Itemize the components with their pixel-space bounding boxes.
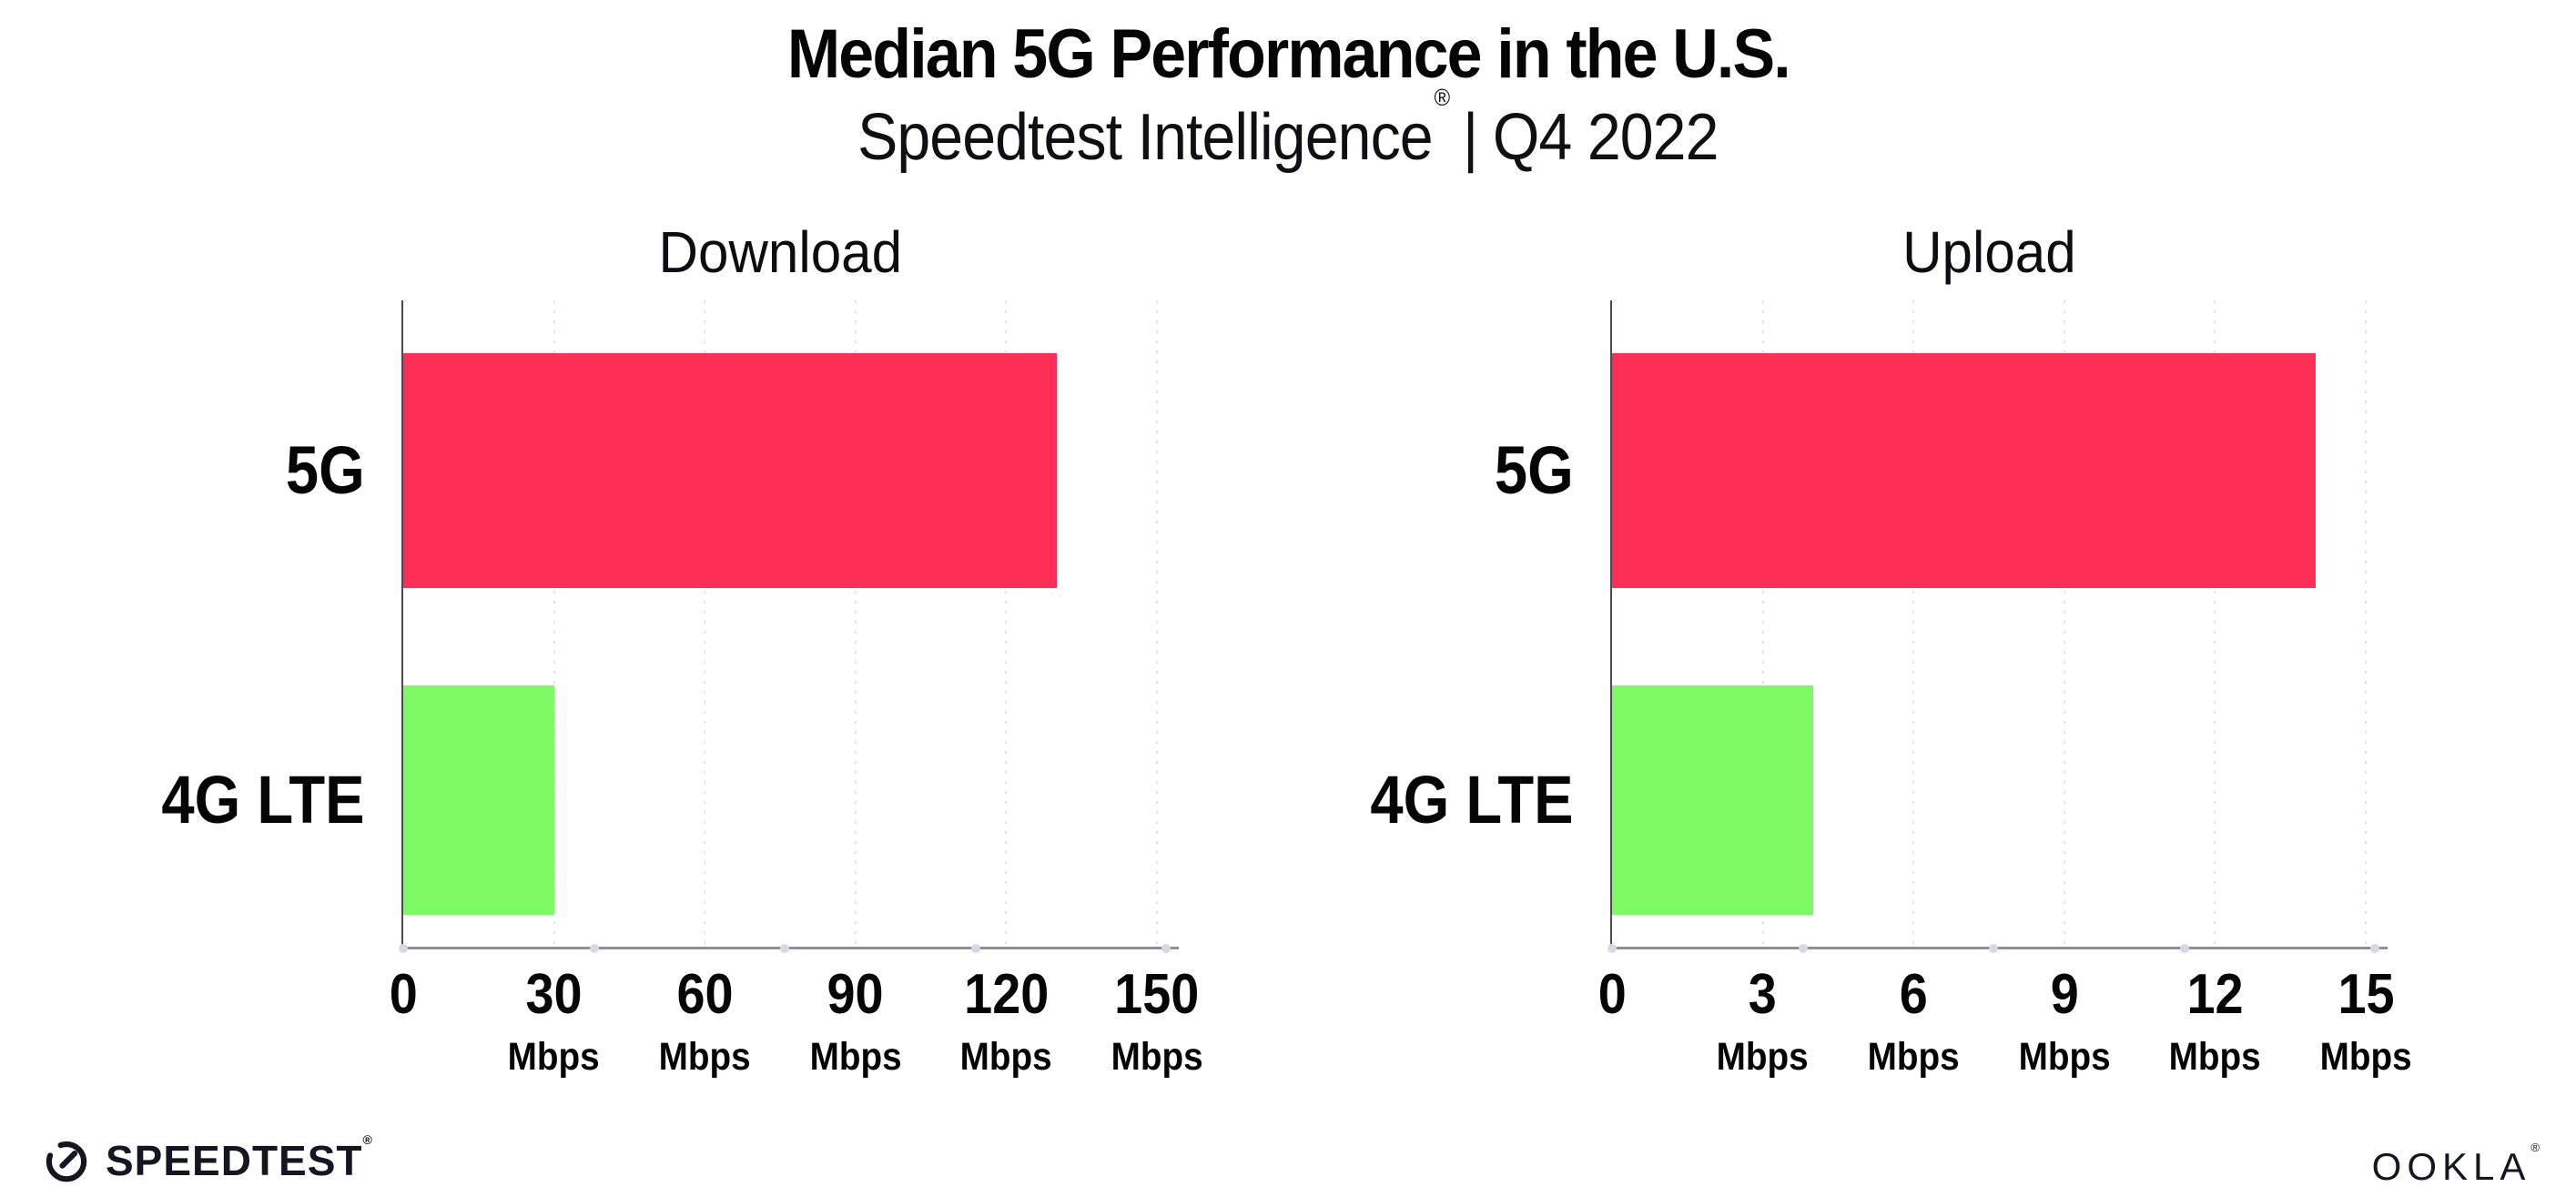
x-tick-label-0: 0 — [1476, 967, 1749, 1023]
gridline-12 — [2214, 300, 2216, 947]
ookla-wordmark: OOKLA — [2371, 1145, 2531, 1188]
x-tick-unit-text: Mbps — [1111, 1035, 1203, 1079]
subtitle-separator: | — [1463, 101, 1478, 174]
x-tick-unit-60: Mbps — [568, 1038, 841, 1077]
x-tick-value: 60 — [676, 963, 734, 1026]
x-tick-unit-120: Mbps — [869, 1038, 1142, 1077]
category-label-4g-lte: 4G LTE — [0, 766, 365, 834]
x-tick-value: 9 — [2050, 963, 2079, 1026]
x-tick-label-15: 15 — [2229, 967, 2502, 1023]
category-label-4g-lte: 4G LTE — [1119, 766, 1574, 834]
gridline-9 — [2063, 300, 2065, 947]
x-tick-unit-text: Mbps — [2168, 1035, 2261, 1079]
category-label-text: 4G LTE — [161, 762, 365, 837]
x-axis-tick-dot — [1607, 943, 1617, 953]
x-tick-unit-9: Mbps — [1928, 1038, 2201, 1077]
bar-4g-lte-upload — [1612, 685, 1813, 915]
gridline-30 — [553, 300, 555, 947]
category-label-text: 5G — [1495, 432, 1574, 508]
category-label-5g: 5G — [1119, 437, 1574, 504]
ookla-logo: OOKLA® — [2371, 1141, 2540, 1189]
ookla-registered-mark: ® — [2530, 1141, 2540, 1154]
x-axis-tick-dot — [2370, 943, 2379, 953]
panel-title-text: Download — [658, 219, 902, 285]
x-tick-unit-text: Mbps — [508, 1035, 601, 1079]
page-subtitle: Speedtest Intelligence® | Q4 2022 — [0, 84, 2576, 175]
x-tick-unit-15: Mbps — [2229, 1038, 2502, 1077]
registered-mark: ® — [1434, 84, 1451, 111]
panel-title-upload: Upload — [1612, 218, 2366, 286]
bar-5g-upload — [1612, 353, 2316, 588]
x-tick-unit-30: Mbps — [418, 1038, 691, 1077]
x-axis-tick-dot — [589, 943, 599, 953]
x-tick-label-60: 60 — [568, 967, 841, 1023]
gridline-6 — [1912, 300, 1915, 947]
x-tick-unit-text: Mbps — [809, 1035, 902, 1079]
x-tick-unit-text: Mbps — [2319, 1035, 2412, 1079]
x-tick-value: 6 — [1899, 963, 1928, 1026]
panel-title-text: Upload — [1902, 219, 2076, 285]
x-axis-tick-dot — [1798, 943, 1808, 953]
x-axis-line — [401, 947, 1179, 949]
subtitle-product: Speedtest Intelligence — [857, 101, 1434, 174]
x-tick-label-30: 30 — [418, 967, 691, 1023]
speedtest-registered-mark: ® — [362, 1131, 373, 1147]
x-tick-value: 150 — [1114, 963, 1200, 1026]
x-tick-label-12: 12 — [2078, 967, 2351, 1023]
x-tick-unit-text: Mbps — [959, 1035, 1052, 1079]
speedtest-gauge-icon — [46, 1141, 87, 1182]
x-axis-tick-dot — [970, 943, 980, 953]
x-tick-value: 12 — [2186, 963, 2244, 1026]
x-tick-unit-text: Mbps — [2018, 1035, 2111, 1079]
y-axis-line — [1610, 300, 1612, 949]
x-tick-value: 30 — [525, 963, 583, 1026]
x-axis-line — [1610, 947, 2388, 949]
x-axis-tick-dot — [780, 943, 789, 953]
page-title-text: Median 5G Performance in the U.S. — [786, 15, 1790, 93]
x-axis-tick-dot — [1989, 943, 1998, 953]
x-axis-tick-dot — [2179, 943, 2189, 953]
bar-4g-lte-download — [403, 685, 554, 915]
x-tick-label-6: 6 — [1777, 967, 2050, 1023]
category-label-text: 5G — [286, 432, 365, 508]
x-tick-value: 0 — [1597, 963, 1627, 1026]
x-tick-label-150: 150 — [1020, 967, 1293, 1023]
x-tick-unit-text: Mbps — [1717, 1035, 1810, 1079]
speedtest-logo: SPEEDTEST® — [42, 1131, 373, 1185]
x-tick-unit-150: Mbps — [1020, 1038, 1293, 1077]
page-title: Median 5G Performance in the U.S. — [0, 15, 2576, 94]
gridline-15 — [2365, 300, 2367, 947]
gridline-150 — [1156, 300, 1158, 947]
x-tick-label-3: 3 — [1627, 967, 1900, 1023]
x-tick-label-0: 0 — [267, 967, 540, 1023]
x-tick-label-90: 90 — [719, 967, 992, 1023]
y-axis-line — [401, 300, 403, 949]
x-axis-tick-dot — [399, 943, 408, 953]
gridline-60 — [704, 300, 706, 947]
bar-5g-download — [403, 353, 1057, 588]
x-tick-label-120: 120 — [869, 967, 1142, 1023]
gridline-3 — [1761, 300, 1764, 947]
x-tick-value: 0 — [389, 963, 418, 1026]
x-tick-value: 90 — [827, 963, 884, 1026]
category-label-5g: 5G — [0, 437, 365, 504]
panel-title-download: Download — [403, 218, 1157, 286]
x-axis-tick-dot — [1161, 943, 1171, 953]
x-tick-unit-12: Mbps — [2078, 1038, 2351, 1077]
x-tick-label-9: 9 — [1928, 967, 2201, 1023]
x-tick-value: 3 — [1749, 963, 1778, 1026]
x-tick-unit-6: Mbps — [1777, 1038, 2050, 1077]
subtitle-period: Q4 2022 — [1493, 101, 1719, 174]
x-tick-unit-text: Mbps — [658, 1035, 751, 1079]
x-tick-value: 15 — [2337, 963, 2395, 1026]
x-tick-unit-90: Mbps — [719, 1038, 992, 1077]
speedtest-wordmark: SPEEDTEST® — [106, 1131, 373, 1184]
gridline-90 — [854, 300, 857, 947]
x-tick-unit-3: Mbps — [1627, 1038, 1900, 1077]
gridline-120 — [1005, 300, 1008, 947]
category-label-text: 4G LTE — [1370, 762, 1574, 837]
x-tick-value: 120 — [963, 963, 1049, 1026]
x-tick-unit-text: Mbps — [1867, 1035, 1960, 1079]
